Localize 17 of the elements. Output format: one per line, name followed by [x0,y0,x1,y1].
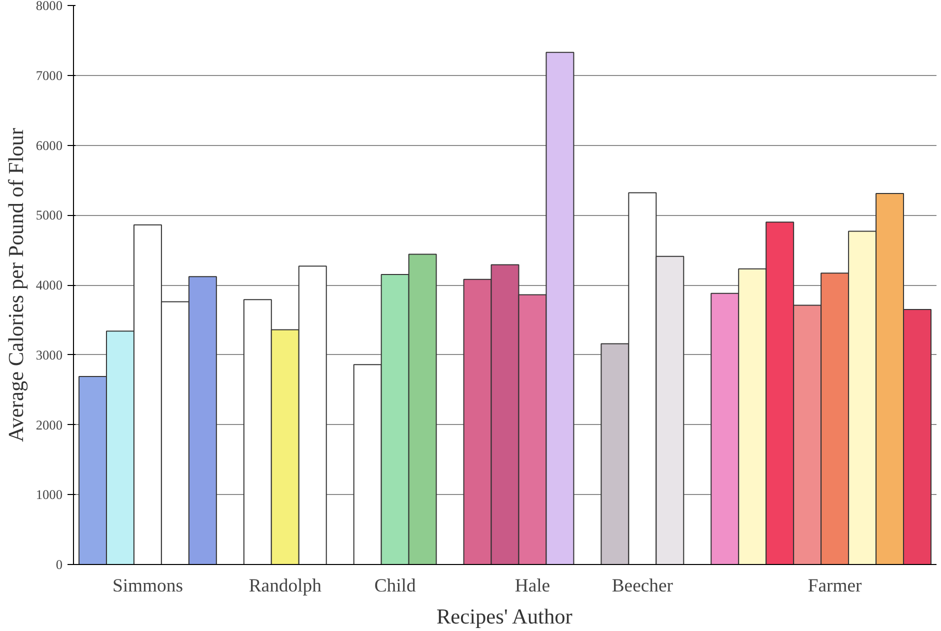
y-tick-label: 6000 [36,138,63,153]
y-axis-title: Average Calories per Pound of Flour [4,128,28,442]
y-tick-label: 1000 [36,487,63,502]
y-tick-label: 3000 [36,347,63,362]
y-tick-label: 8000 [36,0,63,13]
x-tick-label: Simmons [112,576,183,596]
x-tick-label: Beecher [612,576,674,596]
x-tick-label: Hale [514,576,550,596]
x-tick-label: Randolph [248,576,322,596]
x-tick-label: Farmer [808,576,863,596]
x-axis-title: Recipes' Author [436,604,572,628]
x-tick-label: Child [374,576,416,596]
y-tick-label: 7000 [36,68,63,83]
y-tick-label: 2000 [36,417,63,432]
y-tick-label: 4000 [36,278,63,292]
y-tick-label: 5000 [36,208,63,223]
y-tick-label: 0 [56,557,63,572]
